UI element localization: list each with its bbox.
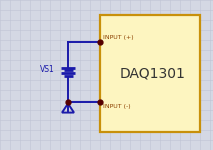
Text: INPUT (-): INPUT (-) <box>103 104 131 109</box>
FancyBboxPatch shape <box>100 15 200 132</box>
Text: DAQ1301: DAQ1301 <box>120 66 186 81</box>
Text: VS1: VS1 <box>40 65 55 74</box>
Text: INPUT (+): INPUT (+) <box>103 35 134 40</box>
